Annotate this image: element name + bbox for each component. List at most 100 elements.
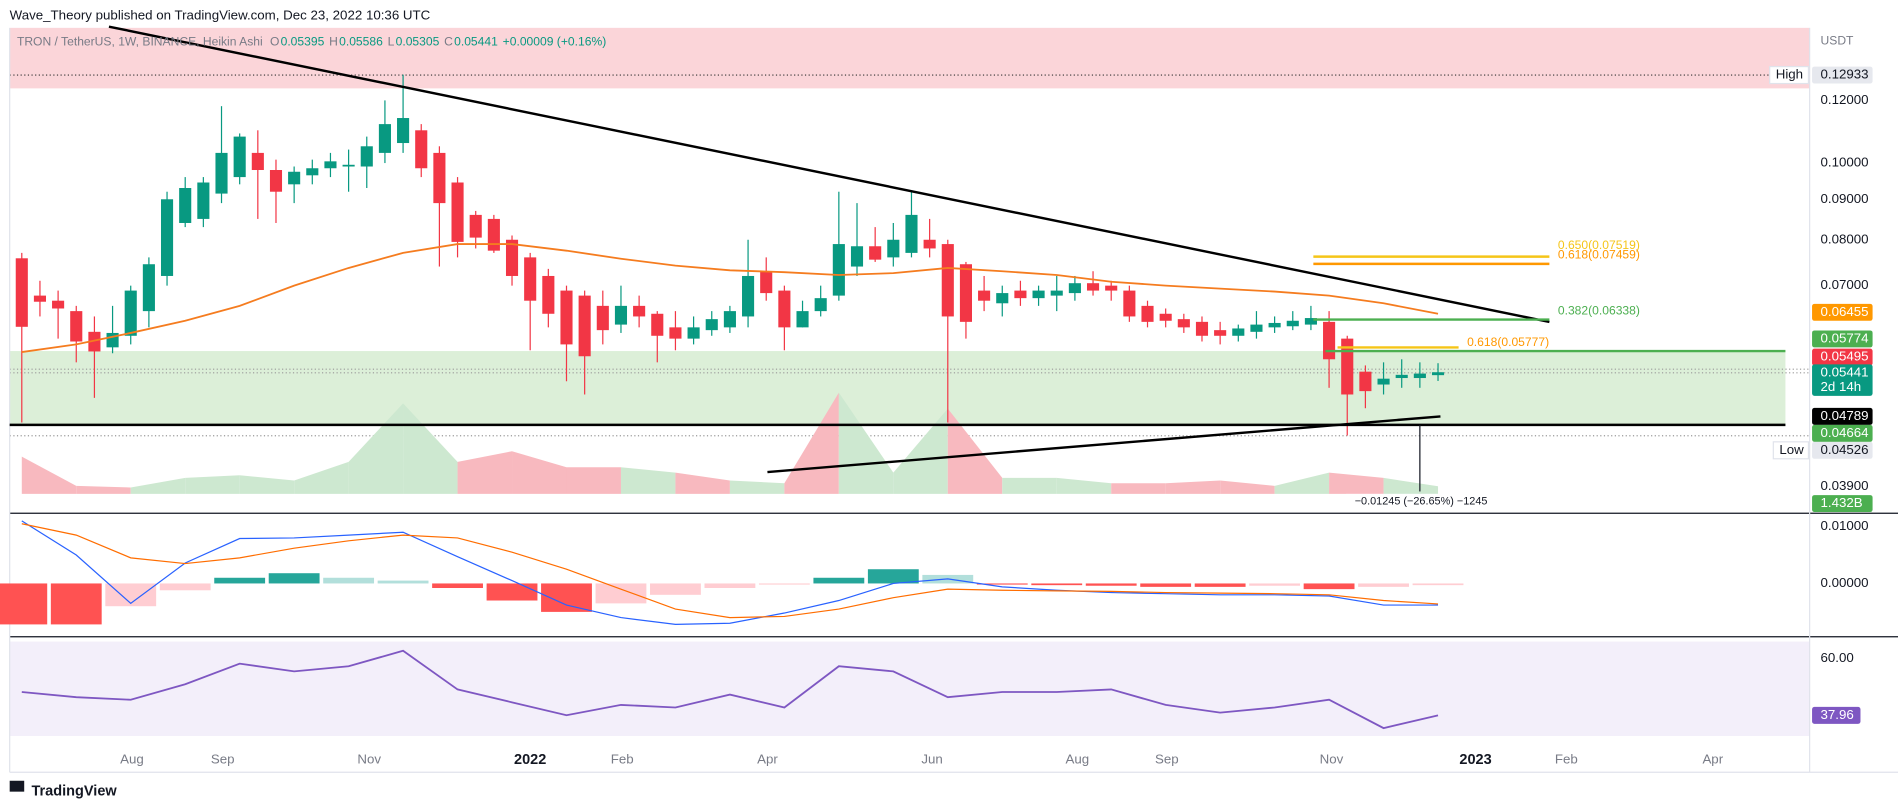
candle-body bbox=[1032, 290, 1045, 299]
candle-body bbox=[15, 258, 28, 327]
candle-body bbox=[1413, 373, 1426, 379]
legend-key: H bbox=[329, 35, 338, 49]
candle-body bbox=[1159, 313, 1172, 321]
axis-unit: USDT bbox=[1821, 33, 1855, 47]
candle-body bbox=[996, 293, 1009, 304]
measure-box bbox=[1346, 493, 1497, 510]
x-tick-label: Sep bbox=[1155, 752, 1179, 767]
legend-value: 0.05586 bbox=[339, 35, 383, 49]
fib-label: 0.650(0.07519) bbox=[1558, 238, 1640, 252]
macd-histogram-bar bbox=[1140, 583, 1192, 587]
rsi-badge bbox=[1812, 706, 1861, 724]
price-badge bbox=[1812, 495, 1873, 513]
candle-body bbox=[1304, 318, 1317, 325]
candle-body bbox=[179, 188, 192, 223]
macd-histogram-bar bbox=[867, 569, 919, 584]
candle-body bbox=[560, 290, 573, 345]
macd-histogram-bar bbox=[1303, 583, 1355, 590]
candle-body bbox=[923, 239, 936, 249]
candle-body bbox=[1068, 283, 1081, 294]
candle-body bbox=[1268, 322, 1281, 328]
candle-body bbox=[1177, 319, 1190, 328]
price-badge bbox=[1812, 66, 1873, 84]
x-tick-label: Feb bbox=[1555, 752, 1578, 767]
candle-body bbox=[1086, 283, 1100, 291]
volume-area bbox=[729, 480, 785, 494]
candle-body bbox=[1123, 290, 1136, 317]
candle-body bbox=[233, 136, 246, 178]
candle-body bbox=[397, 118, 410, 144]
candle-body bbox=[1395, 374, 1408, 379]
x-tick-label: Nov bbox=[357, 752, 381, 767]
candle-body bbox=[197, 182, 210, 219]
candle-body bbox=[360, 146, 373, 167]
rsi-line bbox=[21, 649, 1439, 730]
volume-area bbox=[1111, 483, 1166, 494]
price-layer: 0.650(0.07519)0.618(0.07459) 0.382(0.0633… bbox=[15, 74, 1640, 436]
macd-histogram-bar bbox=[758, 583, 810, 585]
macd-histogram-bar bbox=[268, 573, 320, 584]
fib-label: 0.382(0.06338) bbox=[1558, 303, 1640, 317]
candle-body bbox=[760, 271, 773, 294]
candle-body bbox=[778, 290, 791, 328]
volume-area bbox=[185, 475, 240, 494]
price-axis: USDT 0.12000 0.10000 0.09000 0.08000 0.07000 0… bbox=[1769, 33, 1873, 513]
candle-body bbox=[1232, 328, 1245, 336]
candle-body bbox=[941, 244, 954, 317]
candle-body bbox=[614, 305, 628, 325]
candle-body bbox=[1050, 290, 1063, 296]
macd-histogram-bar bbox=[976, 583, 1028, 585]
candle-body bbox=[215, 152, 228, 194]
candle-body bbox=[1105, 285, 1118, 291]
legend: TRON / TetherUS, 1W, BINANCE, Heikin Ash… bbox=[17, 35, 606, 49]
rsi-badge-label: 37.96 bbox=[1821, 707, 1854, 722]
macd-histogram-bar bbox=[377, 580, 429, 584]
y-tick-label: 0.07000 bbox=[1821, 277, 1869, 292]
candle-body bbox=[52, 300, 65, 309]
candle-body bbox=[578, 295, 591, 357]
legend-change: +0.00009 (+0.16%) bbox=[503, 35, 607, 49]
price-badge-label: 0.06455 bbox=[1821, 304, 1869, 319]
macd-histogram-bar bbox=[1031, 583, 1083, 586]
candle-body bbox=[742, 275, 755, 317]
volume-area bbox=[457, 451, 513, 494]
candle-body bbox=[1359, 371, 1372, 392]
macd-histogram-bar bbox=[105, 583, 157, 607]
macd-histogram-bar bbox=[323, 577, 375, 584]
legend-key: L bbox=[388, 35, 395, 49]
volume-area bbox=[1002, 477, 1057, 494]
candle-body bbox=[306, 168, 319, 176]
candle-body bbox=[1323, 321, 1336, 360]
legend-value: 0.05441 bbox=[454, 35, 498, 49]
logo bbox=[9, 780, 25, 792]
x-tick-label: 2023 bbox=[1459, 752, 1491, 768]
macd-histogram-bar bbox=[1194, 583, 1246, 587]
fib-label: 0.618(0.07459) bbox=[1558, 248, 1640, 262]
candle-body bbox=[1195, 321, 1209, 336]
x-tick-label: Aug bbox=[120, 752, 144, 767]
candle-body bbox=[687, 327, 700, 339]
volume-area bbox=[893, 408, 948, 494]
price-badge-label: 0.04526 bbox=[1821, 442, 1869, 457]
x-tick-label: Apr bbox=[757, 752, 778, 767]
volume-area bbox=[130, 477, 186, 494]
candle-body bbox=[978, 290, 991, 301]
candle-body bbox=[1286, 320, 1299, 327]
candle-body bbox=[70, 311, 83, 342]
price-badge-label: 0.05774 bbox=[1821, 330, 1869, 345]
y-tick-label: 0.12000 bbox=[1821, 92, 1869, 107]
legend-value: 0.05305 bbox=[396, 35, 440, 49]
x-tick-label: Sep bbox=[211, 752, 235, 767]
candle-body bbox=[869, 246, 882, 260]
volume-area bbox=[76, 485, 131, 494]
y-tick-label: 0.01000 bbox=[1821, 518, 1869, 533]
x-tick-label: Feb bbox=[611, 752, 634, 767]
x-tick-label: Nov bbox=[1320, 752, 1344, 767]
candle-body bbox=[596, 305, 609, 331]
price-badge-label: 0.12933 bbox=[1821, 67, 1869, 82]
macd-histogram-bar bbox=[595, 583, 647, 604]
candle-body bbox=[850, 246, 864, 267]
candle-body bbox=[378, 124, 391, 153]
price-badge-label: 0.04664 bbox=[1821, 425, 1869, 440]
